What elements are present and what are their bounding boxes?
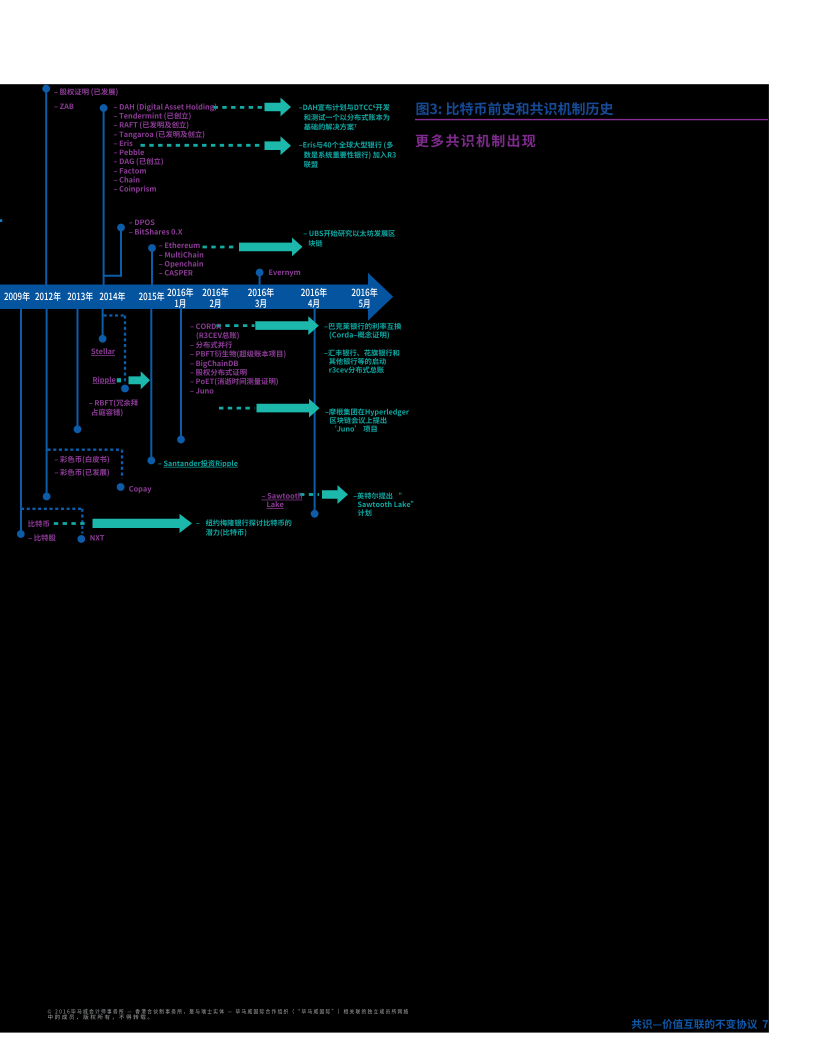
svg-text:2013年: 2013年 (67, 289, 93, 303)
svg-text:2009年: 2009年 (4, 289, 30, 303)
svg-text:计划: 计划 (358, 509, 372, 519)
svg-text:潜力(比特币): 潜力(比特币) (206, 528, 248, 538)
svg-text:更多共识机制出现: 更多共识机制出现 (415, 131, 537, 151)
svg-text:– 股权证明 (已发展): – 股权证明 (已发展) (54, 86, 119, 97)
svg-text:– Chain: – Chain (114, 175, 141, 186)
svg-text:其他银行等的启动: 其他银行等的启动 (329, 357, 387, 367)
svg-text:– BitShares 0.X: – BitShares 0.X (129, 226, 183, 237)
svg-text:– PoET(消逝时间测量证明): – PoET(消逝时间测量证明) (190, 376, 279, 387)
svg-text:–巴克莱银行的利率互换: –巴克莱银行的利率互换 (324, 321, 402, 332)
svg-text:– UBS开始研究以太坊发展区: – UBS开始研究以太坊发展区 (303, 229, 395, 239)
svg-text:© 2016毕马威会计师事务所 — 香港合伙制事务所，是与瑞: © 2016毕马威会计师事务所 — 香港合伙制事务所，是与瑞士实体 — 毕马威国… (48, 1007, 410, 1015)
svg-text:– Santander投资Ripple: – Santander投资Ripple (158, 459, 238, 469)
svg-text:– 彩色币(已发展): – 彩色币(已发展) (54, 467, 110, 478)
svg-text:–DAH宣布计划与DTCC6开发: –DAH宣布计划与DTCC6开发 (299, 103, 391, 113)
svg-text:– DPOS: – DPOS (129, 217, 155, 228)
svg-text:Lake: Lake (267, 499, 284, 510)
svg-text:–汇丰银行、花旗银行和: –汇丰银行、花旗银行和 (324, 348, 400, 358)
svg-text:2012年: 2012年 (35, 289, 61, 303)
svg-text:– RAFT (已发明及创立): – RAFT (已发明及创立) (114, 120, 190, 131)
svg-text:数是系统重要性银行) 加入R3: 数是系统重要性银行) 加入R3 (304, 150, 397, 160)
svg-text:Sawtooth Lake”: Sawtooth Lake” (358, 500, 418, 510)
svg-text:– Juno: – Juno (190, 385, 214, 396)
svg-text:2016年: 2016年 (301, 285, 328, 299)
svg-text:2016年: 2016年 (351, 285, 378, 299)
svg-text:– Sawtooth: – Sawtooth (262, 491, 303, 502)
svg-text:中的成员，版权所有，不得转载。: 中的成员，版权所有，不得转载。 (48, 1013, 155, 1021)
svg-text:4月: 4月 (308, 296, 320, 310)
svg-text:图3: 比特币前史和共识机制历史: 图3: 比特币前史和共识机制历史 (416, 99, 614, 119)
svg-text:– Tangaroa (已发明及创立): – Tangaroa (已发明及创立) (114, 129, 206, 140)
svg-text:– 股权分布式证明: – 股权分布式证明 (190, 367, 247, 378)
svg-text:– PBFT衍生物(超级账本项目): – PBFT衍生物(超级账本项目) (190, 349, 286, 360)
svg-text:(R3CEV总账): (R3CEV总账) (196, 330, 240, 341)
svg-text:Evernym: Evernym (269, 267, 301, 278)
svg-text:– 比特股: – 比特股 (28, 533, 56, 544)
svg-text:2014年: 2014年 (99, 289, 125, 303)
svg-text:Ripple: Ripple (93, 374, 116, 385)
svg-text:– CASPER: – CASPER (159, 268, 193, 279)
svg-text:– Eris: – Eris (114, 138, 134, 149)
svg-text:1月: 1月 (174, 296, 186, 310)
svg-text:– CORDA: – CORDA (190, 321, 221, 332)
svg-text:比特币: 比特币 (28, 518, 50, 529)
svg-text:– 分布式并行: – 分布式并行 (190, 339, 233, 350)
svg-text:Stellar: Stellar (91, 346, 116, 357)
svg-text:– DAH (Digital Asset Holding): – DAH (Digital Asset Holding) (114, 101, 218, 112)
svg-text:– Ethereum: – Ethereum (159, 240, 200, 251)
svg-text:2016年: 2016年 (202, 285, 229, 299)
svg-text:占庭容错): 占庭容错) (91, 407, 123, 418)
svg-text:联盟: 联盟 (304, 160, 318, 170)
svg-text:2016年: 2016年 (248, 285, 275, 299)
svg-text:– Tendermint (已创立): – Tendermint (已创立) (114, 110, 192, 121)
svg-text:区块链会议上提出: 区块链会议上提出 (330, 416, 388, 426)
svg-text:3月: 3月 (255, 296, 267, 310)
svg-text:2016年: 2016年 (167, 285, 194, 299)
svg-text:纽约梅隆银行探讨比特币的: 纽约梅隆银行探讨比特币的 (206, 518, 292, 528)
svg-text:2015年: 2015年 (139, 289, 165, 303)
svg-text:共识—价值互联的不变协议 7: 共识—价值互联的不变协议 7 (631, 1017, 768, 1032)
svg-text:–摩根集团在Hyperledger: –摩根集团在Hyperledger (325, 407, 410, 417)
svg-text:2月: 2月 (210, 296, 222, 310)
svg-text:– Pebble: – Pebble (114, 147, 145, 158)
svg-text:5月: 5月 (359, 296, 371, 310)
svg-text:基础的解决方案7: 基础的解决方案7 (304, 123, 357, 133)
svg-text:– Coinprism: – Coinprism (114, 184, 157, 195)
svg-text:块链: 块链 (308, 239, 323, 249)
svg-text:和测试一个以分布式账本为: 和测试一个以分布式账本为 (304, 113, 390, 123)
svg-text:– DAG (已创立): – DAG (已创立) (114, 156, 164, 167)
svg-text:– RBFT(冗余拜: – RBFT(冗余拜 (89, 398, 139, 409)
svg-text:NXT: NXT (90, 533, 105, 544)
svg-text:– Factom: – Factom (114, 165, 147, 176)
svg-text:(Corda–概念证明): (Corda–概念证明) (329, 330, 390, 341)
svg-text:– 彩色币(白皮书): – 彩色币(白皮书) (54, 454, 110, 465)
svg-text:– ZAB: – ZAB (54, 101, 74, 112)
svg-text:– MultiChain: – MultiChain (159, 249, 204, 260)
svg-text:– BigChainDB: – BigChainDB (190, 358, 238, 369)
svg-text:–: – (196, 518, 200, 528)
svg-text:– Openchain: – Openchain (159, 259, 204, 270)
svg-text:Copay: Copay (129, 484, 152, 495)
svg-text:–Eris与40个全球大型银行 (多: –Eris与40个全球大型银行 (多 (299, 141, 394, 151)
svg-text:‘Juno’ 项目: ‘Juno’ 项目 (330, 425, 378, 435)
svg-text:–英特尔提出 “: –英特尔提出 “ (353, 492, 402, 502)
svg-text:r3cev分布式总账: r3cev分布式总账 (329, 366, 385, 376)
